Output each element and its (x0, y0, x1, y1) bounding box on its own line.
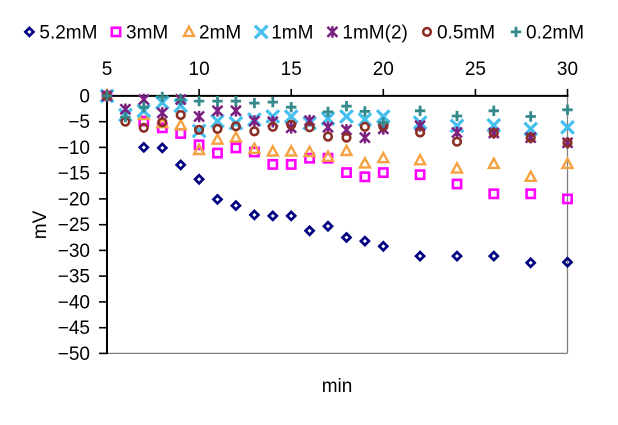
svg-text:0: 0 (79, 86, 90, 107)
svg-text:5: 5 (102, 59, 113, 80)
svg-text:25: 25 (465, 59, 486, 80)
svg-text:20: 20 (373, 59, 394, 80)
svg-text:3mM: 3mM (126, 23, 168, 44)
svg-text:−40: −40 (58, 292, 90, 313)
svg-text:−10: −10 (58, 138, 90, 159)
svg-text:0.5mM: 0.5mM (437, 23, 495, 44)
svg-text:mV: mV (30, 210, 51, 239)
svg-text:5.2mM: 5.2mM (39, 23, 97, 44)
svg-text:−30: −30 (58, 241, 90, 262)
svg-text:1mM(2): 1mM(2) (342, 23, 407, 44)
svg-text:−20: −20 (58, 189, 90, 210)
svg-text:10: 10 (189, 59, 210, 80)
svg-text:15: 15 (281, 59, 302, 80)
svg-text:2mM: 2mM (199, 23, 241, 44)
svg-text:30: 30 (557, 59, 578, 80)
svg-text:1mM: 1mM (271, 23, 313, 44)
svg-text:0.2mM: 0.2mM (526, 23, 584, 44)
svg-text:−25: −25 (58, 215, 90, 236)
svg-text:−50: −50 (58, 344, 90, 365)
svg-text:−15: −15 (58, 164, 90, 185)
svg-text:−35: −35 (58, 267, 90, 288)
svg-text:−5: −5 (68, 112, 90, 133)
svg-text:−45: −45 (58, 318, 90, 339)
svg-text:min: min (322, 376, 353, 397)
